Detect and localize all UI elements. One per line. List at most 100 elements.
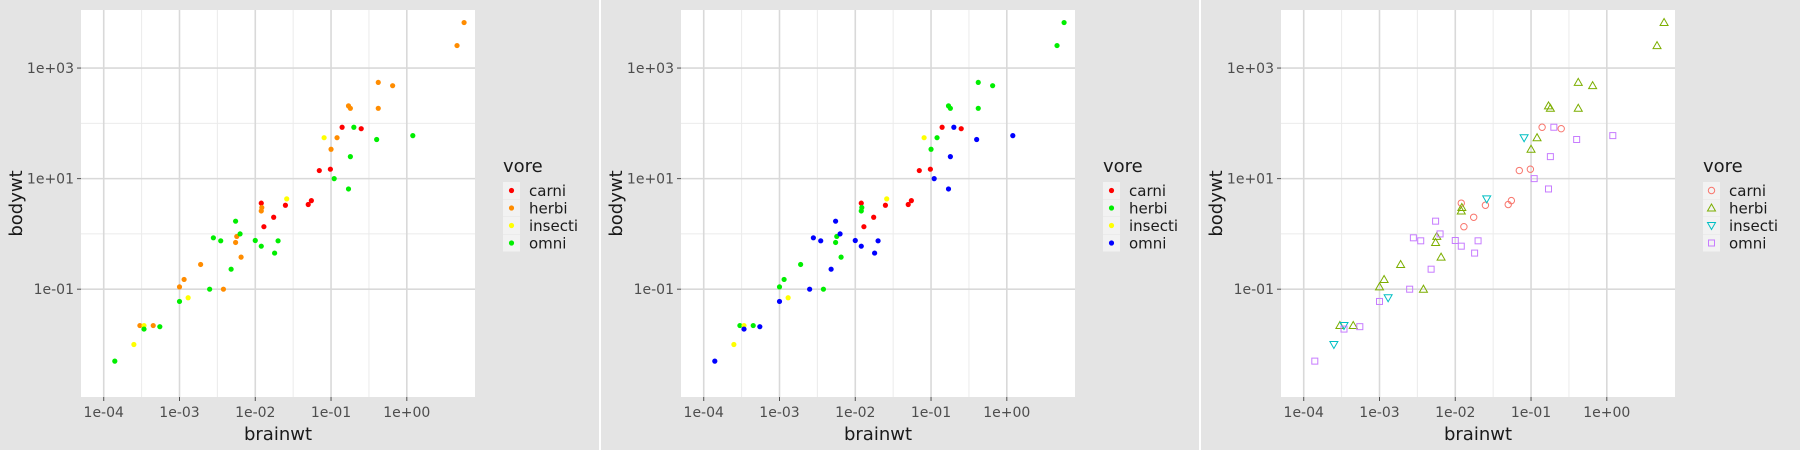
legend-key-background: [1703, 182, 1720, 199]
points-layer: [1311, 17, 1669, 365]
point-omni: [945, 186, 952, 192]
point-herbi: [820, 286, 827, 292]
x-axis-title: brainwt: [244, 424, 312, 445]
point-herbi: [1379, 274, 1389, 283]
x-tick-label: 1e-01: [911, 405, 951, 421]
point-omni: [837, 231, 843, 237]
plot-area: [681, 10, 1075, 397]
y-axis-title: bodywt: [606, 170, 627, 236]
point-herbi: [347, 105, 353, 111]
legend-key-omni: [1108, 240, 1115, 246]
legend-key-insecti: [1108, 222, 1115, 229]
point-insecti: [131, 341, 137, 348]
point-carni: [358, 126, 364, 132]
y-tick-label: 1e+01: [1227, 172, 1274, 188]
plot-area: [81, 10, 475, 397]
point-omni: [1406, 285, 1414, 293]
point-herbi: [781, 276, 787, 283]
point-carni: [1526, 165, 1535, 173]
point-omni: [1573, 136, 1581, 144]
x-tick-label: 1e+00: [383, 405, 430, 421]
point-carni: [316, 167, 322, 174]
point-insecti: [1383, 294, 1393, 303]
legend-key-herbi: [1706, 202, 1717, 212]
point-herbi: [1573, 103, 1584, 112]
point-carni: [882, 202, 889, 208]
point-herbi: [375, 79, 381, 86]
x-tick-label: 1e-03: [759, 405, 799, 421]
point-herbi: [928, 146, 934, 152]
point-herbi: [838, 254, 844, 260]
point-omni: [1530, 175, 1538, 183]
panel-3: 1e-04 1e-03 1e-02 1e-01 1e+00 1e-01 1e+01 1e+03…: [1200, 0, 1800, 450]
point-omni: [1609, 132, 1617, 140]
point-carni: [1507, 196, 1516, 205]
point-carni: [271, 214, 277, 220]
point-insecti: [1519, 134, 1529, 143]
x-tick-label: 1e-03: [159, 405, 199, 421]
point-omni: [1340, 325, 1348, 333]
point-herbi: [1545, 103, 1556, 112]
y-tick-label: 1e+03: [1227, 61, 1274, 77]
point-omni: [1432, 217, 1440, 225]
point-herbi: [1456, 202, 1467, 212]
point-omni: [951, 124, 957, 130]
point-herbi: [461, 19, 467, 26]
point-herbi: [1652, 40, 1662, 50]
point-carni: [305, 201, 311, 208]
point-carni: [327, 166, 333, 172]
point-herbi: [1054, 42, 1060, 49]
x-tick-label: 1e-04: [684, 405, 724, 421]
legend-label-omni: omni: [1129, 235, 1166, 253]
point-herbi: [1436, 252, 1446, 261]
point-carni: [908, 198, 914, 204]
point-omni: [1471, 249, 1479, 257]
points-layer: [112, 19, 467, 364]
y-tick-label: 1e+03: [27, 61, 74, 77]
point-herbi: [1659, 17, 1669, 27]
x-tick-label: 1e-02: [235, 405, 275, 421]
point-omni: [852, 237, 858, 244]
y-axis-title: bodywt: [1206, 170, 1227, 236]
legend-label-carni: carni: [1129, 182, 1166, 200]
legend-key-carni: [508, 187, 515, 194]
point-omni: [818, 238, 824, 244]
point-omni: [374, 136, 380, 143]
legend-title: vore: [1703, 156, 1743, 177]
legend-key-omni: [1708, 239, 1715, 247]
point-insecti: [321, 135, 327, 141]
point-insecti: [1329, 340, 1339, 350]
point-herbi: [1532, 132, 1542, 142]
point-omni: [345, 186, 352, 192]
point-omni: [210, 235, 216, 241]
legend-title: vore: [1103, 156, 1143, 177]
point-herbi: [375, 105, 381, 111]
point-insecti: [1481, 195, 1492, 204]
point-omni: [1451, 236, 1459, 244]
point-herbi: [975, 105, 981, 111]
point-herbi: [1431, 231, 1442, 240]
point-omni: [828, 266, 834, 272]
point-herbi: [1374, 281, 1385, 291]
point-omni: [258, 243, 264, 249]
point-insecti: [185, 295, 191, 301]
point-carni: [916, 167, 922, 174]
point-herbi: [1061, 19, 1067, 26]
point-omni: [1311, 357, 1319, 365]
point-omni: [410, 133, 416, 139]
point-omni: [872, 250, 878, 256]
point-herbi: [1430, 237, 1441, 246]
point-carni: [905, 201, 911, 208]
point-omni: [252, 237, 258, 244]
point-herbi: [328, 146, 334, 152]
y-tick-label: 1e+03: [627, 61, 674, 77]
point-omni: [1474, 237, 1482, 245]
point-insecti: [884, 196, 890, 202]
point-omni: [947, 154, 953, 160]
x-tick-label: 1e-01: [311, 405, 351, 421]
x-axis-title: brainwt: [1444, 424, 1512, 445]
legend-key-herbi: [1108, 205, 1115, 211]
point-carni: [1557, 124, 1565, 133]
